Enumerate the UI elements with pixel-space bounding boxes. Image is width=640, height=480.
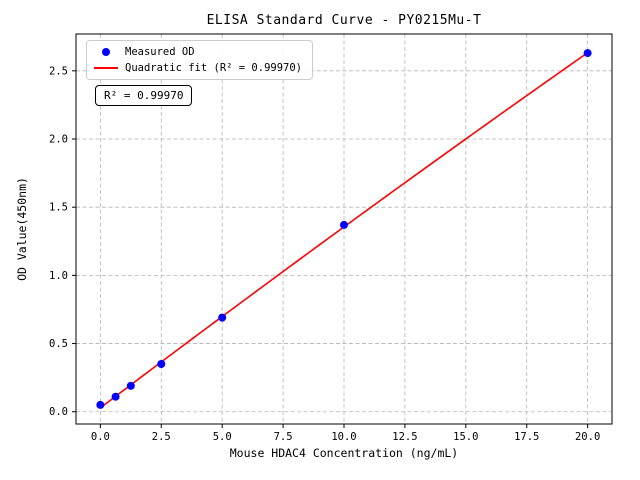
data-point bbox=[218, 313, 227, 322]
x-tick-label: 20.0 bbox=[575, 431, 600, 443]
y-tick-label: 0.5 bbox=[49, 338, 68, 350]
legend-marker-wrap bbox=[94, 67, 118, 69]
legend-entry-measured-od: Measured OD bbox=[94, 46, 302, 58]
y-tick-label: 2.5 bbox=[49, 65, 68, 77]
y-tick-label: 2.0 bbox=[49, 134, 68, 146]
scatter-marker-icon bbox=[102, 48, 110, 56]
plot-border bbox=[75, 33, 613, 425]
data-point bbox=[583, 49, 592, 58]
x-tick-label: 7.5 bbox=[274, 431, 293, 443]
x-tick-label: 15.0 bbox=[453, 431, 478, 443]
x-tick-label: 5.0 bbox=[213, 431, 232, 443]
legend: Measured OD Quadratic fit (R² = 0.99970) bbox=[86, 40, 314, 80]
legend-label-quadratic-fit: Quadratic fit (R² = 0.99970) bbox=[125, 62, 303, 74]
data-point bbox=[340, 220, 348, 229]
x-axis-label: Mouse HDAC4 Concentration (ng/mL) bbox=[229, 446, 459, 460]
data-point bbox=[126, 381, 135, 390]
data-point bbox=[157, 360, 166, 368]
legend-label-measured-od: Measured OD bbox=[125, 46, 195, 58]
y-tick-label: 1.0 bbox=[49, 270, 68, 282]
y-axis-label: OD Value(450nm) bbox=[15, 177, 29, 281]
legend-entry-quadratic-fit: Quadratic fit (R² = 0.99970) bbox=[94, 62, 302, 74]
legend-marker-wrap bbox=[94, 48, 118, 56]
x-tick-label: 0.0 bbox=[91, 431, 110, 443]
data-point bbox=[96, 400, 105, 409]
chart-title: ELISA Standard Curve - PY0215Mu-T bbox=[206, 13, 482, 28]
x-tick-label: 10.0 bbox=[331, 431, 356, 443]
x-tick-label: 17.5 bbox=[514, 431, 539, 443]
y-tick-label: 1.5 bbox=[49, 202, 68, 214]
x-tick-label: 12.5 bbox=[392, 431, 417, 443]
data-point bbox=[111, 392, 120, 401]
x-tick-label: 2.5 bbox=[152, 431, 171, 443]
fit-line-marker-icon bbox=[94, 67, 118, 69]
y-tick-label: 0.0 bbox=[49, 406, 68, 418]
r-squared-annotation: R² = 0.99970 bbox=[95, 85, 193, 106]
